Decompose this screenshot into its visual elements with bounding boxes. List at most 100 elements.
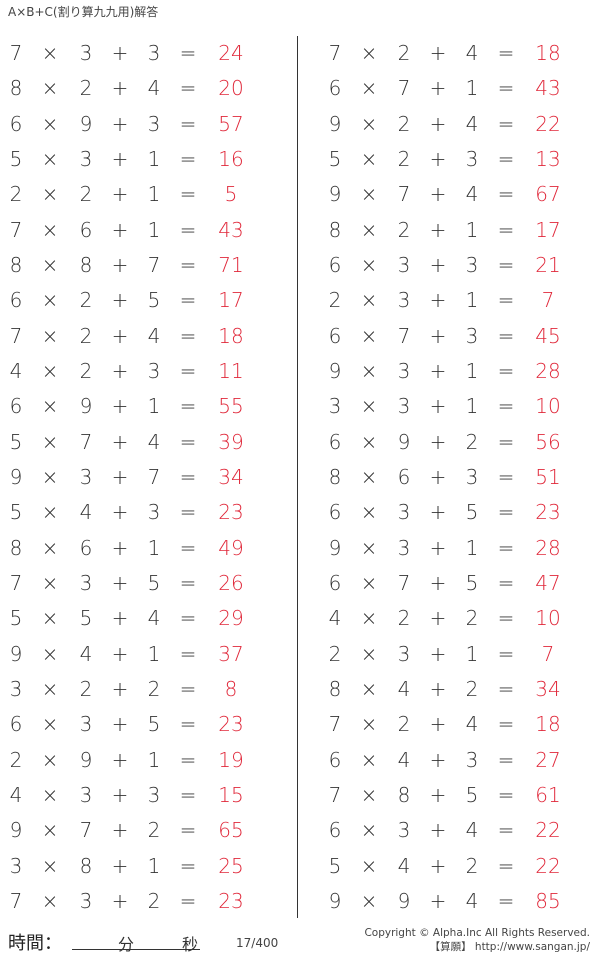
operand-a: 5 (328, 853, 342, 878)
operand-c: 3 (147, 500, 161, 525)
equals-sign: = (497, 358, 515, 383)
operand-c: 2 (465, 853, 479, 878)
times-sign: × (360, 217, 378, 242)
operand-a: 6 (9, 712, 23, 737)
plus-sign: + (111, 818, 129, 843)
times-sign: × (41, 570, 59, 595)
answer: 25 (218, 853, 244, 878)
plus-sign: + (429, 217, 447, 242)
equals-sign: = (497, 888, 515, 913)
times-sign: × (360, 429, 378, 454)
minutes-label: 分 (118, 935, 135, 954)
operand-a: 7 (9, 41, 23, 65)
answer: 8 (224, 676, 238, 701)
times-sign: × (41, 535, 59, 560)
equals-sign: = (179, 76, 197, 101)
times-sign: × (360, 818, 378, 843)
operand-b: 3 (79, 782, 93, 807)
equals-sign: = (179, 782, 197, 807)
times-sign: × (41, 288, 59, 313)
answer: 56 (535, 429, 561, 454)
equals-sign: = (497, 182, 515, 207)
operand-b: 2 (79, 676, 93, 701)
plus-sign: + (429, 252, 447, 277)
operand-a: 6 (328, 747, 342, 772)
equals-sign: = (497, 853, 515, 878)
equals-sign: = (179, 464, 197, 489)
operand-b: 2 (397, 712, 411, 737)
plus-sign: + (429, 676, 447, 701)
operand-a: 4 (9, 782, 23, 807)
answer: 10 (535, 606, 561, 631)
equals-sign: = (179, 41, 197, 65)
answer: 55 (218, 394, 244, 419)
answer: 20 (218, 76, 244, 101)
answer: 19 (218, 747, 244, 772)
equals-sign: = (497, 782, 515, 807)
plus-sign: + (429, 782, 447, 807)
equals-sign: = (179, 217, 197, 242)
operand-c: 1 (465, 358, 479, 383)
operand-a: 9 (328, 888, 342, 913)
operand-c: 3 (147, 111, 161, 136)
times-sign: × (41, 853, 59, 878)
times-sign: × (41, 111, 59, 136)
operand-c: 5 (147, 712, 161, 737)
plus-sign: + (429, 76, 447, 101)
answer: 11 (218, 358, 244, 383)
operand-a: 2 (328, 288, 342, 313)
answer: 24 (218, 41, 244, 65)
operand-b: 2 (397, 146, 411, 171)
plus-sign: + (111, 288, 129, 313)
answer: 7 (541, 641, 555, 666)
times-sign: × (41, 41, 59, 65)
operand-a: 8 (328, 464, 342, 489)
answer: 16 (218, 146, 244, 171)
plus-sign: + (429, 570, 447, 595)
operand-b: 9 (397, 429, 411, 454)
operand-a: 8 (9, 76, 23, 101)
plus-sign: + (111, 323, 129, 348)
times-sign: × (41, 747, 59, 772)
operand-b: 6 (79, 535, 93, 560)
equals-sign: = (497, 252, 515, 277)
answer: 7 (541, 288, 555, 313)
operand-b: 7 (397, 570, 411, 595)
operand-a: 6 (328, 252, 342, 277)
times-sign: × (360, 288, 378, 313)
plus-sign: + (429, 747, 447, 772)
plus-sign: + (429, 853, 447, 878)
operand-b: 9 (79, 747, 93, 772)
operand-b: 3 (79, 41, 93, 65)
answer: 23 (218, 712, 244, 737)
operand-c: 5 (465, 570, 479, 595)
operand-b: 3 (79, 464, 93, 489)
plus-sign: + (429, 606, 447, 631)
operand-c: 1 (147, 853, 161, 878)
operand-b: 3 (397, 394, 411, 419)
operand-b: 3 (79, 712, 93, 737)
plus-sign: + (111, 111, 129, 136)
plus-sign: + (111, 782, 129, 807)
operand-a: 8 (9, 535, 23, 560)
operand-a: 4 (328, 606, 342, 631)
operand-a: 6 (9, 288, 23, 313)
operand-c: 1 (465, 641, 479, 666)
operand-a: 3 (9, 853, 23, 878)
equals-sign: = (497, 323, 515, 348)
operand-a: 6 (328, 76, 342, 101)
answer: 49 (218, 535, 244, 560)
times-sign: × (360, 888, 378, 913)
times-sign: × (41, 676, 59, 701)
operand-b: 4 (397, 747, 411, 772)
operand-b: 4 (397, 853, 411, 878)
operand-c: 1 (465, 394, 479, 419)
equals-sign: = (179, 570, 197, 595)
operand-b: 3 (397, 641, 411, 666)
operand-b: 7 (397, 76, 411, 101)
operand-c: 1 (147, 747, 161, 772)
operand-b: 2 (79, 323, 93, 348)
operand-c: 1 (147, 641, 161, 666)
plus-sign: + (111, 500, 129, 525)
operand-b: 2 (79, 182, 93, 207)
